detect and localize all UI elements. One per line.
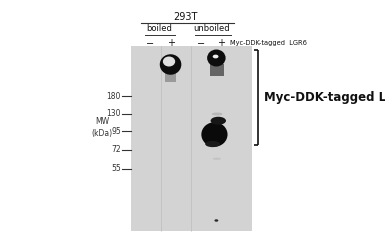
Text: 72: 72 — [111, 146, 121, 154]
Text: 95: 95 — [111, 127, 121, 136]
Text: Myc-DDK-tagged LGR6: Myc-DDK-tagged LGR6 — [264, 90, 385, 104]
Ellipse shape — [163, 56, 175, 66]
Text: 55: 55 — [111, 164, 121, 173]
Text: Myc-DDK-tagged  LGR6: Myc-DDK-tagged LGR6 — [230, 40, 307, 46]
Text: boiled: boiled — [147, 24, 172, 33]
Text: +: + — [167, 38, 175, 48]
Text: −: − — [197, 38, 206, 48]
Bar — [131, 46, 252, 231]
Ellipse shape — [160, 54, 181, 75]
Bar — [210, 64, 224, 76]
Text: MW
(kDa): MW (kDa) — [92, 118, 112, 138]
Ellipse shape — [205, 141, 220, 147]
Ellipse shape — [213, 55, 219, 58]
Ellipse shape — [214, 219, 218, 222]
Text: 180: 180 — [107, 92, 121, 101]
Text: +: + — [217, 38, 224, 48]
Ellipse shape — [211, 117, 226, 125]
Text: −: − — [146, 38, 154, 48]
Text: unboiled: unboiled — [194, 24, 230, 33]
Text: 130: 130 — [106, 109, 121, 118]
Bar — [165, 72, 176, 82]
Ellipse shape — [212, 112, 223, 116]
Ellipse shape — [201, 122, 228, 147]
Ellipse shape — [207, 50, 226, 66]
Ellipse shape — [213, 158, 221, 160]
Text: 293T: 293T — [174, 12, 198, 22]
